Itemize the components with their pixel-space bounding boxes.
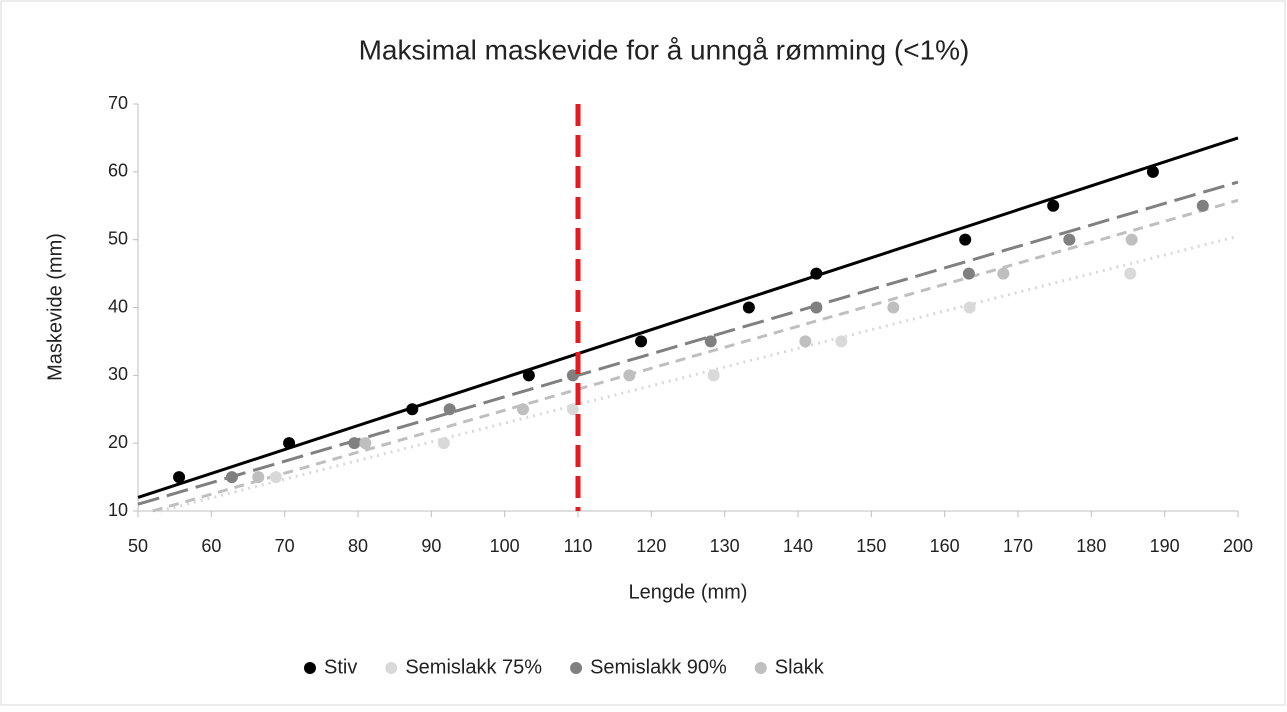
point [437,437,450,450]
x-tick-label: 80 [348,536,368,556]
legend-label: Stiv [324,656,357,678]
x-tick-label: 160 [930,536,960,556]
y-tick-label: 30 [108,364,128,384]
point [799,335,812,348]
legend-marker [570,662,583,674]
point [269,471,282,484]
y-tick-label: 10 [108,500,128,520]
point [962,267,975,280]
point [810,301,823,314]
point [1125,233,1138,246]
legend-marker [304,662,316,674]
point [1047,199,1060,212]
x-tick-label: 140 [783,536,813,556]
x-tick-label: 70 [275,536,295,556]
point [443,403,456,416]
legend-label: Slakk [775,656,825,678]
point [835,335,848,348]
point [566,403,579,416]
point [704,335,717,348]
point [1063,233,1076,246]
legend-marker [754,662,767,674]
y-tick-label: 50 [108,228,128,248]
point [517,403,529,416]
x-tick-label: 200 [1223,536,1253,556]
legend-marker [385,662,398,674]
point [1124,267,1137,280]
point [742,301,755,314]
point [707,369,720,382]
point [997,267,1010,280]
point [635,335,648,348]
y-tick-label: 70 [108,93,128,113]
x-tick-label: 130 [710,536,740,556]
point [522,369,535,382]
point [173,471,186,484]
trendline [152,198,1239,513]
point [963,301,976,314]
point [406,403,419,416]
y-tick-label: 40 [108,296,128,316]
point [1146,165,1159,178]
point [887,301,900,314]
trendline [137,136,1239,499]
point [810,267,823,280]
point [348,437,361,450]
x-tick-label: 180 [1076,536,1106,556]
y-tick-label: 60 [108,161,128,181]
x-tick-label: 190 [1150,536,1180,556]
point [959,233,972,246]
chart-title: Maksimal maskevide for å unngå rømming (… [359,34,970,65]
x-tick-label: 110 [564,536,593,556]
point [359,437,372,450]
point [225,471,238,484]
x-tick-label: 150 [856,536,886,556]
x-tick-label: 120 [636,536,666,556]
legend-label: Semislakk 75% [405,656,542,678]
x-tick-label: 60 [201,536,221,556]
x-tick-label: 100 [490,536,520,556]
x-tick-label: 90 [421,536,441,556]
point [252,471,265,484]
y-axis-label: Maskevide (mm) [44,233,66,381]
point [1196,199,1209,212]
trendline [137,180,1239,506]
point [283,437,296,450]
x-tick-label: 50 [128,536,148,556]
x-tick-label: 170 [1003,536,1033,556]
y-tick-label: 20 [108,432,128,452]
point [623,369,636,382]
legend-label: Semislakk 90% [590,656,727,678]
x-axis-label: Lengde (mm) [629,581,748,603]
